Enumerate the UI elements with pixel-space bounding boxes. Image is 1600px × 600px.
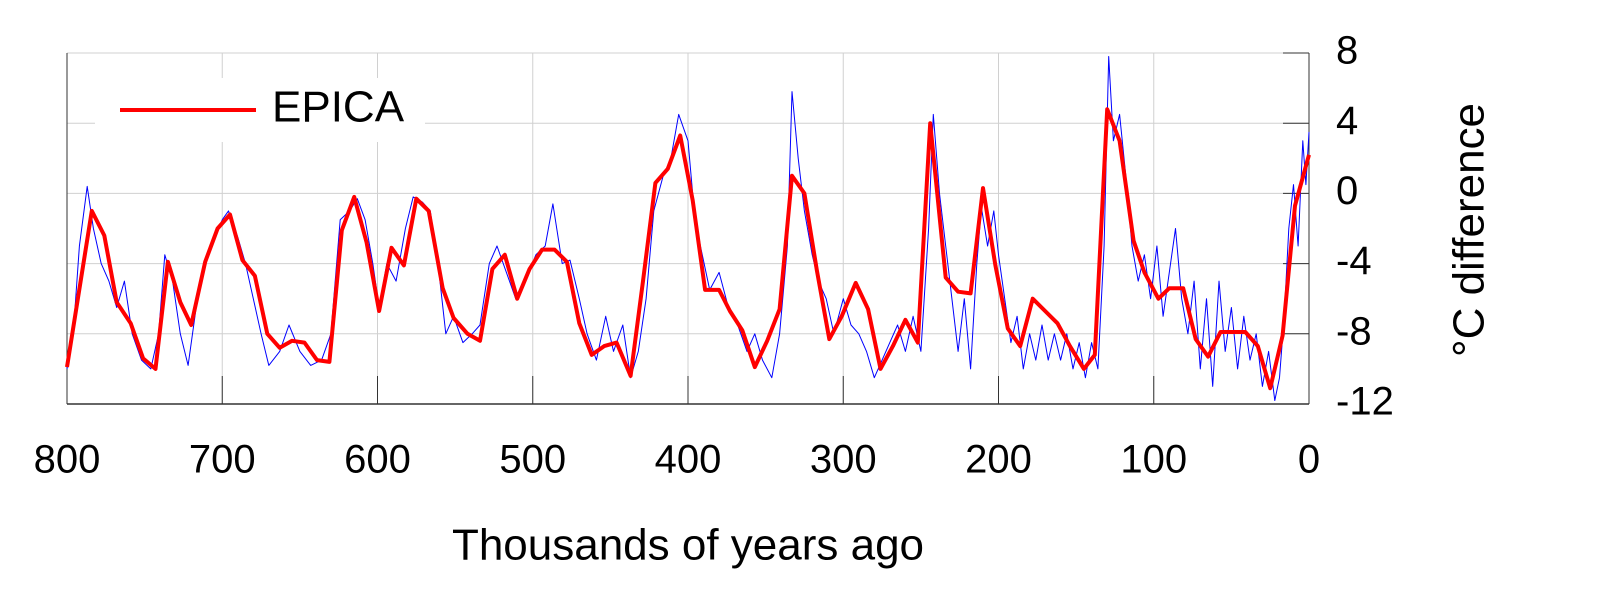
y-axis-label: °C difference: [1445, 103, 1494, 357]
y-tick-label: 4: [1336, 99, 1358, 143]
x-tick-label: 700: [189, 438, 256, 482]
y-tick-label: 0: [1336, 169, 1358, 213]
x-tick-label: 600: [344, 438, 411, 482]
x-axis-label: Thousands of years ago: [452, 521, 924, 570]
series-line: [65, 107, 1311, 391]
x-tick-label: 400: [655, 438, 722, 482]
x-tick-label: 800: [34, 438, 101, 482]
y-tick-label: 8: [1336, 29, 1358, 73]
y-tick-label: -4: [1336, 239, 1372, 283]
x-tick-label: 500: [499, 438, 566, 482]
legend-label: EPICA: [272, 83, 405, 132]
x-tick-label: 100: [1120, 438, 1187, 482]
y-tick-label: -8: [1336, 309, 1372, 353]
x-tick-label: 200: [965, 438, 1032, 482]
y-tick-label: -12: [1336, 380, 1394, 424]
x-tick-label: 300: [810, 438, 877, 482]
x-tick-label: 0: [1298, 438, 1320, 482]
